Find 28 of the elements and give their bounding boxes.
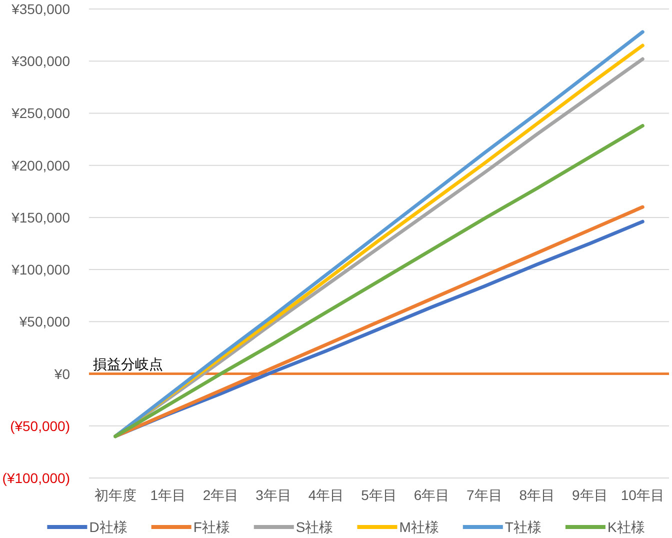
legend-label: D社様 bbox=[89, 519, 128, 535]
legend-label: T社様 bbox=[504, 519, 542, 535]
legend-label: F社様 bbox=[193, 519, 230, 535]
x-tick-label: 6年目 bbox=[414, 487, 450, 503]
x-tick-label: 9年目 bbox=[572, 487, 608, 503]
x-tick-label: 4年目 bbox=[308, 487, 344, 503]
x-tick-label: 5年目 bbox=[361, 487, 397, 503]
x-tick-label: 2年目 bbox=[202, 487, 239, 503]
x-tick-label: 初年度 bbox=[94, 487, 136, 503]
y-tick-label: ¥350,000 bbox=[10, 1, 70, 17]
y-tick-label: ¥250,000 bbox=[10, 105, 70, 122]
legend-label: K社様 bbox=[607, 519, 645, 535]
y-tick-label: ¥50,000 bbox=[18, 314, 70, 330]
y-tick-label: ¥300,000 bbox=[10, 53, 70, 70]
y-tick-label: ¥100,000 bbox=[10, 262, 70, 278]
x-tick-label: 10年目 bbox=[620, 487, 664, 503]
legend-label: M社様 bbox=[399, 519, 439, 535]
ref-line-label: 損益分岐点 bbox=[93, 356, 163, 372]
x-tick-label: 1年目 bbox=[150, 487, 186, 503]
y-tick-label: (¥50,000) bbox=[10, 418, 70, 434]
y-tick-label: ¥200,000 bbox=[10, 157, 70, 174]
x-tick-label: 3年目 bbox=[256, 487, 292, 503]
x-tick-label: 7年目 bbox=[466, 487, 502, 503]
y-tick-label: ¥150,000 bbox=[10, 209, 70, 226]
legend-label: S社様 bbox=[296, 519, 334, 535]
y-tick-label: ¥0 bbox=[53, 366, 70, 382]
x-tick-label: 8年目 bbox=[519, 487, 556, 503]
y-tick-label: (¥100,000) bbox=[2, 470, 70, 486]
